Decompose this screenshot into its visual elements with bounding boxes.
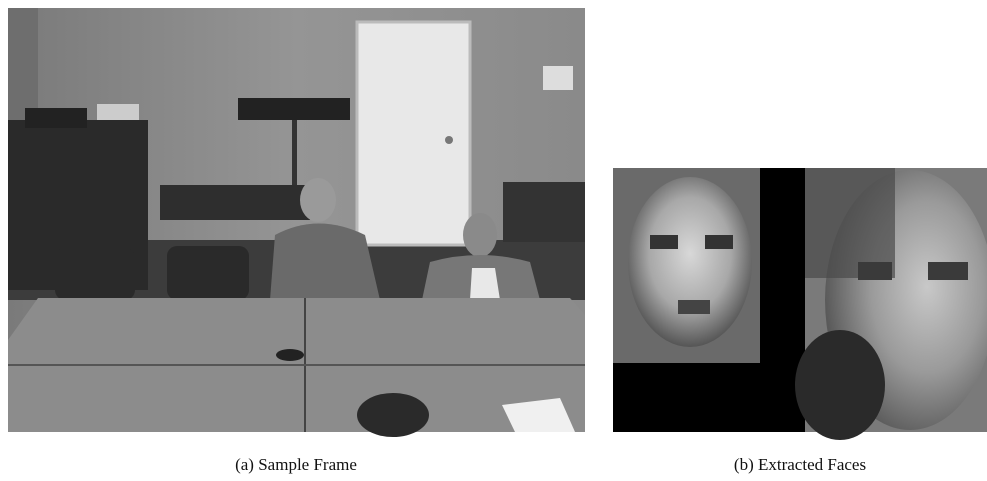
extracted-faces-image (613, 168, 987, 440)
caption: (b) Extracted Faces (733, 455, 867, 474)
sample-frame-image (8, 8, 585, 437)
caption: (a) Sample Frame (235, 455, 357, 474)
